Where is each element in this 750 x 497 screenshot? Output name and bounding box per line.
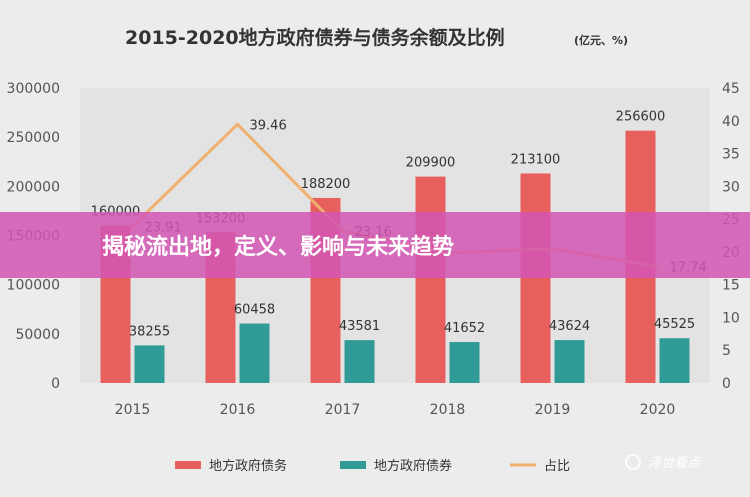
x-axis-ticks: 2015 2016 2017 2018 2019 2020 [115,402,676,418]
bar-debt [520,173,551,383]
ratio-point [236,122,239,126]
legend-label: 地方政府债务 [209,458,287,474]
left-tick-label: 250000 [7,130,60,146]
x-tick-label: 2015 [115,402,151,418]
bar-debt-label: 188200 [301,177,351,192]
legend-label: 地方政府债券 [374,458,452,474]
bar-bond [344,340,375,383]
x-tick-label: 2017 [325,402,361,418]
bar-bond-label: 43624 [549,319,590,334]
bar-bond [239,323,270,383]
right-tick-label: 40 [722,114,740,130]
bar-bond-label: 41652 [444,321,485,336]
right-tick-label: 5 [722,343,731,359]
bar-debt [415,176,446,383]
legend-swatch [175,461,201,469]
right-tick-label: 15 [722,278,740,294]
watermark: 泽世看点 [625,454,702,471]
bar-bond-label: 45525 [654,317,695,332]
right-tick-label: 10 [722,310,740,326]
right-tick-label: 45 [722,81,740,97]
banner: 揭秘流出地，定义、影响与未来趋势 [0,212,750,278]
x-tick-label: 2020 [640,402,676,418]
bar-debt-label: 256600 [616,110,666,125]
x-tick-label: 2019 [535,402,571,418]
right-tick-label: 0 [722,376,731,392]
left-tick-label: 300000 [7,81,60,97]
bar-debt-label: 213100 [511,152,561,167]
legend-label: 占比 [544,459,570,474]
bar-bond [134,345,165,383]
bar-bond [554,340,585,383]
bar-bond-label: 60458 [234,303,275,318]
banner-title: 揭秘流出地，定义、影响与未来趋势 [102,234,454,260]
watermark-icon [625,454,641,470]
left-tick-label: 200000 [7,179,60,195]
bars [100,130,690,383]
banner-background [0,212,750,278]
chart-title-unit: (亿元、%) [574,33,628,47]
bar-bond [659,338,690,383]
x-tick-label: 2018 [430,402,466,418]
left-tick-label: 100000 [7,278,60,294]
chart-title: 2015-2020地方政府债券与债务余额及比例 [125,26,505,49]
bar-bond-label: 38255 [129,324,170,339]
ratio-point-label: 39.46 [250,118,287,133]
bar-debt-label: 209900 [406,156,456,171]
x-tick-label: 2016 [220,402,256,418]
legend: 地方政府债务 地方政府债券 占比 [175,458,570,474]
legend-swatch [340,461,366,469]
bar-bond [449,342,480,383]
bar-bond-label: 43581 [339,319,380,334]
watermark-text: 泽世看点 [648,456,702,471]
left-tick-label: 0 [51,376,60,392]
right-tick-label: 30 [722,179,740,195]
left-tick-label: 50000 [15,327,60,343]
right-tick-label: 35 [722,147,740,163]
